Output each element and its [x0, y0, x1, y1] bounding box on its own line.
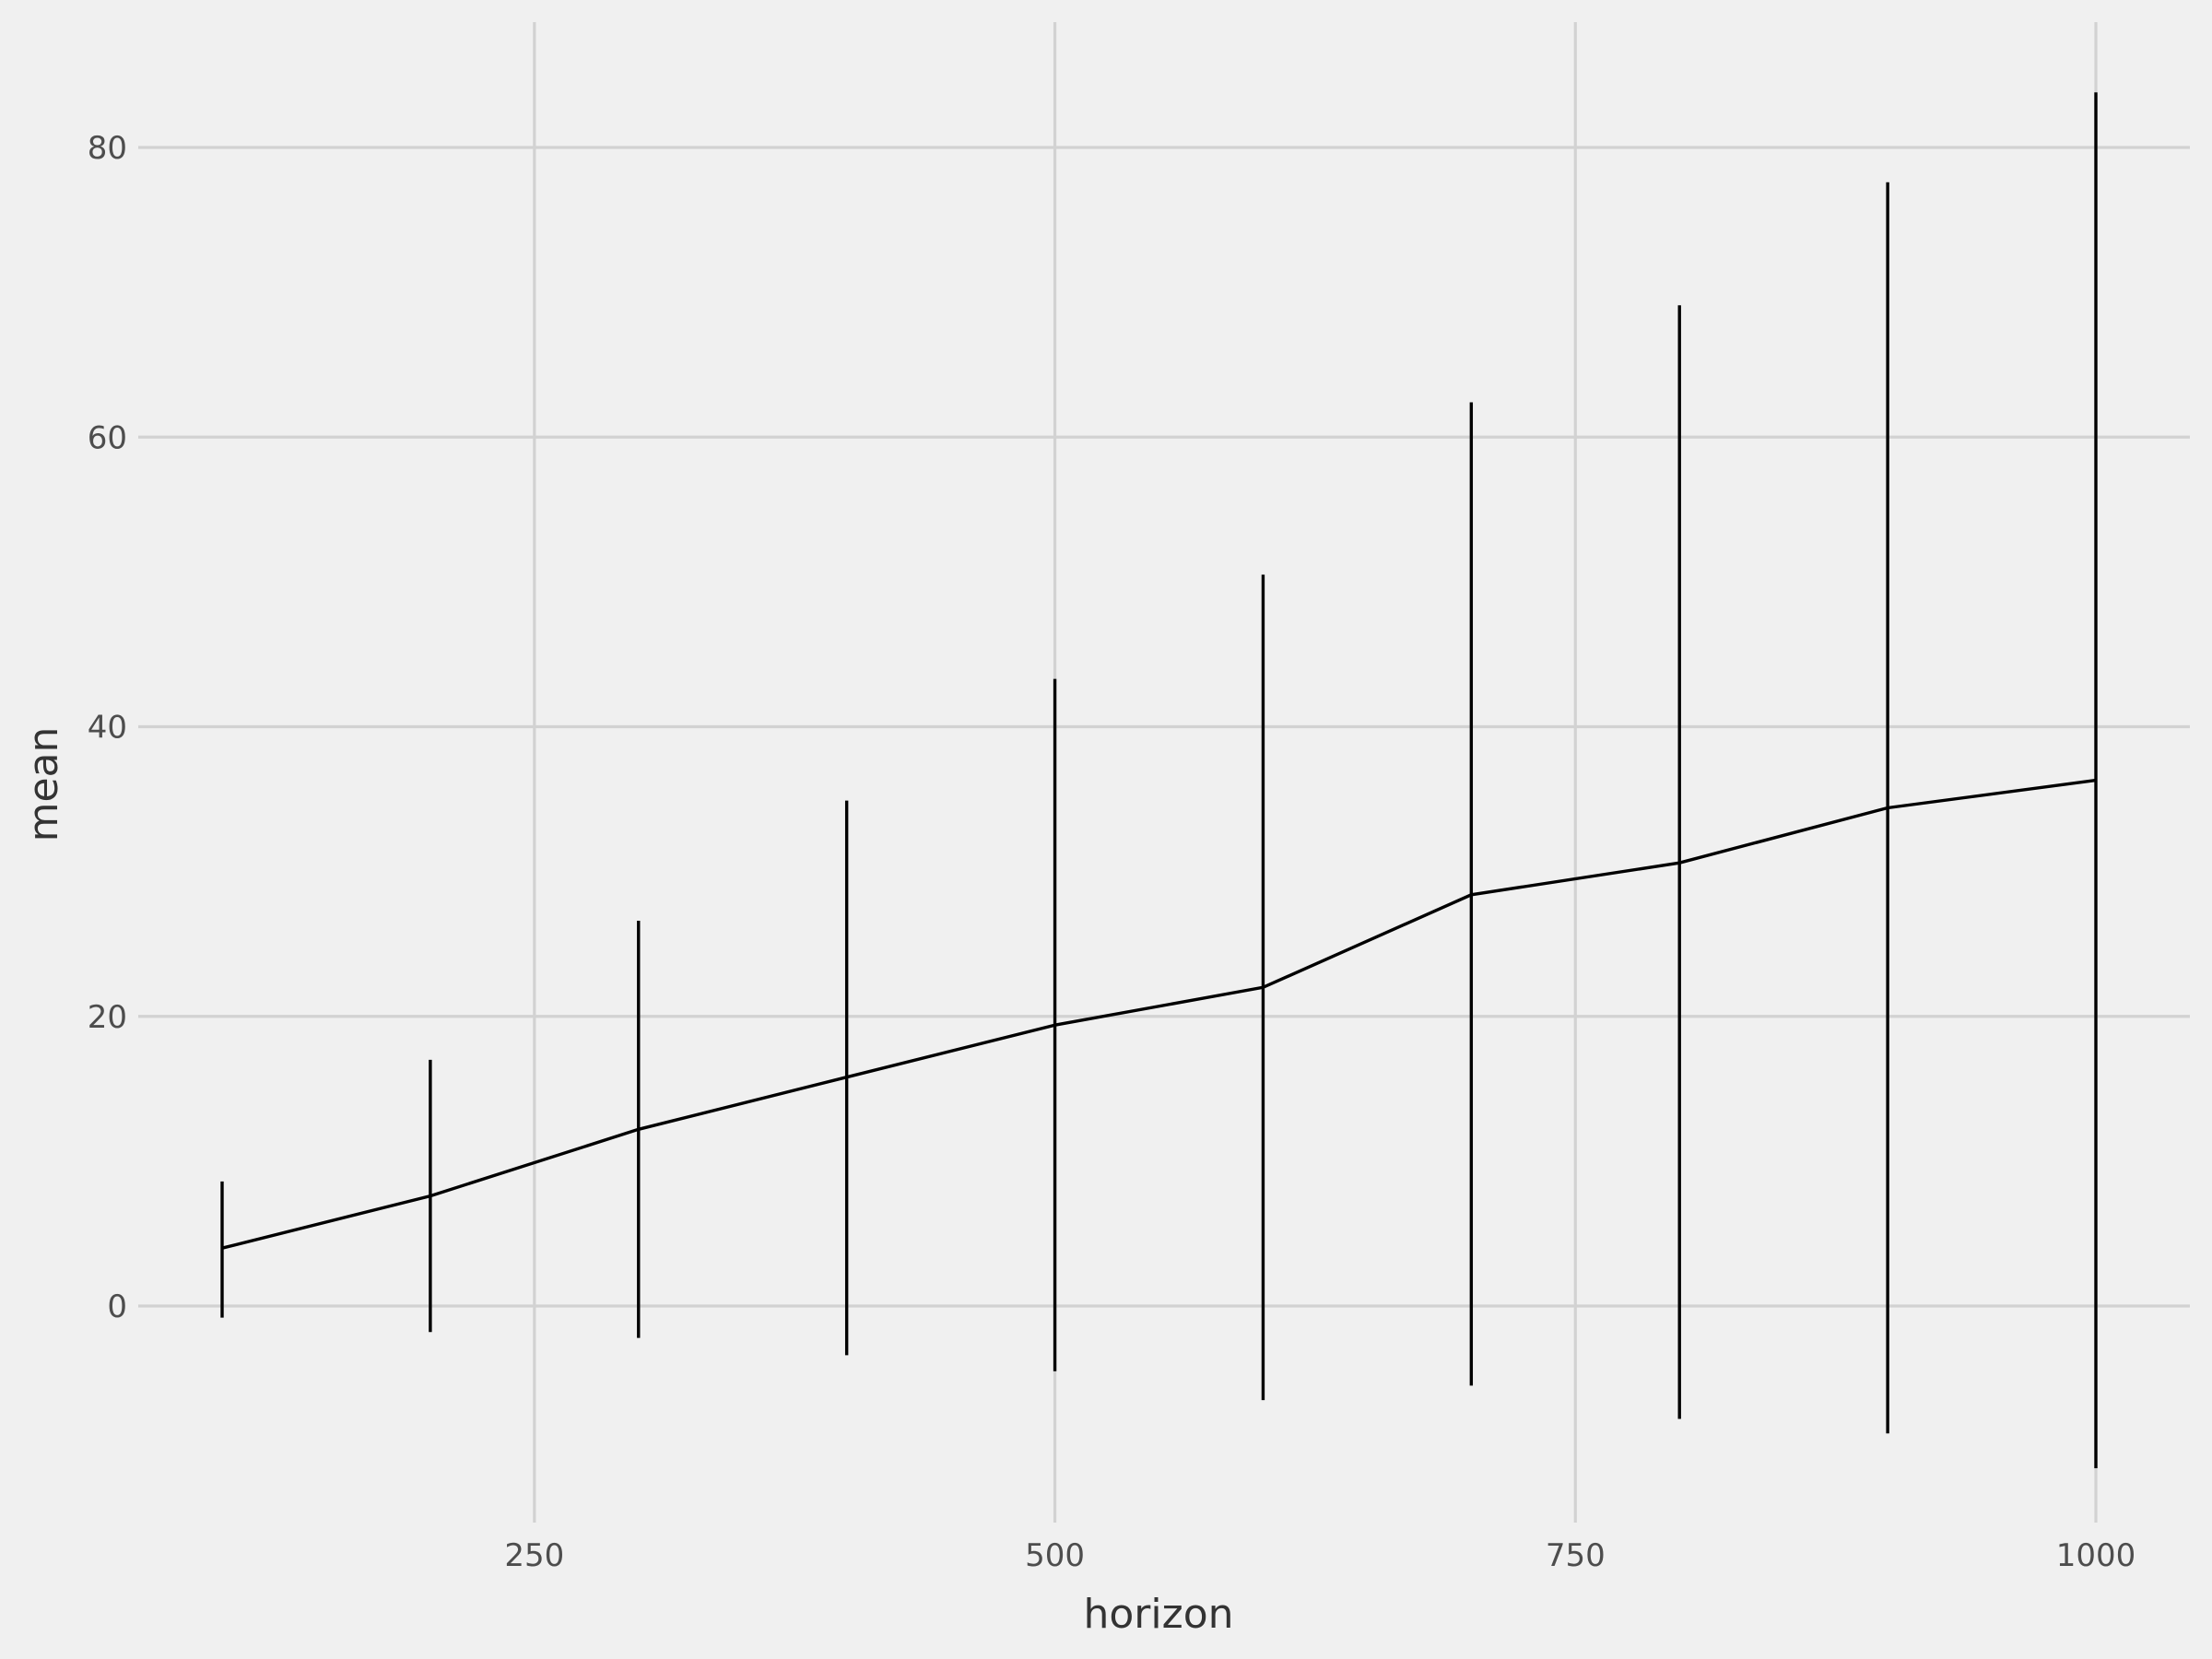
y-tick-label-80: 80	[88, 130, 127, 167]
x-axis-title: horizon	[1083, 1591, 1233, 1638]
y-tick-label-0: 0	[107, 1288, 127, 1325]
mean-line	[221, 778, 2097, 1250]
y-axis-title: mean	[20, 727, 67, 842]
series-group	[221, 778, 2097, 1250]
x-tick-label-250: 250	[504, 1537, 564, 1574]
x-tick-label-1000: 1000	[2056, 1537, 2136, 1574]
y-gridlines	[138, 146, 2190, 1308]
y-tick-labels: 0 20 40 60 80	[88, 130, 127, 1325]
x-tick-label-500: 500	[1025, 1537, 1085, 1574]
x-tick-label-750: 750	[1546, 1537, 1606, 1574]
y-tick-label-20: 20	[88, 999, 127, 1036]
x-tick-labels: 250 500 750 1000	[504, 1537, 2136, 1574]
y-tick-label-60: 60	[88, 419, 127, 456]
y-tick-label-40: 40	[88, 710, 127, 747]
